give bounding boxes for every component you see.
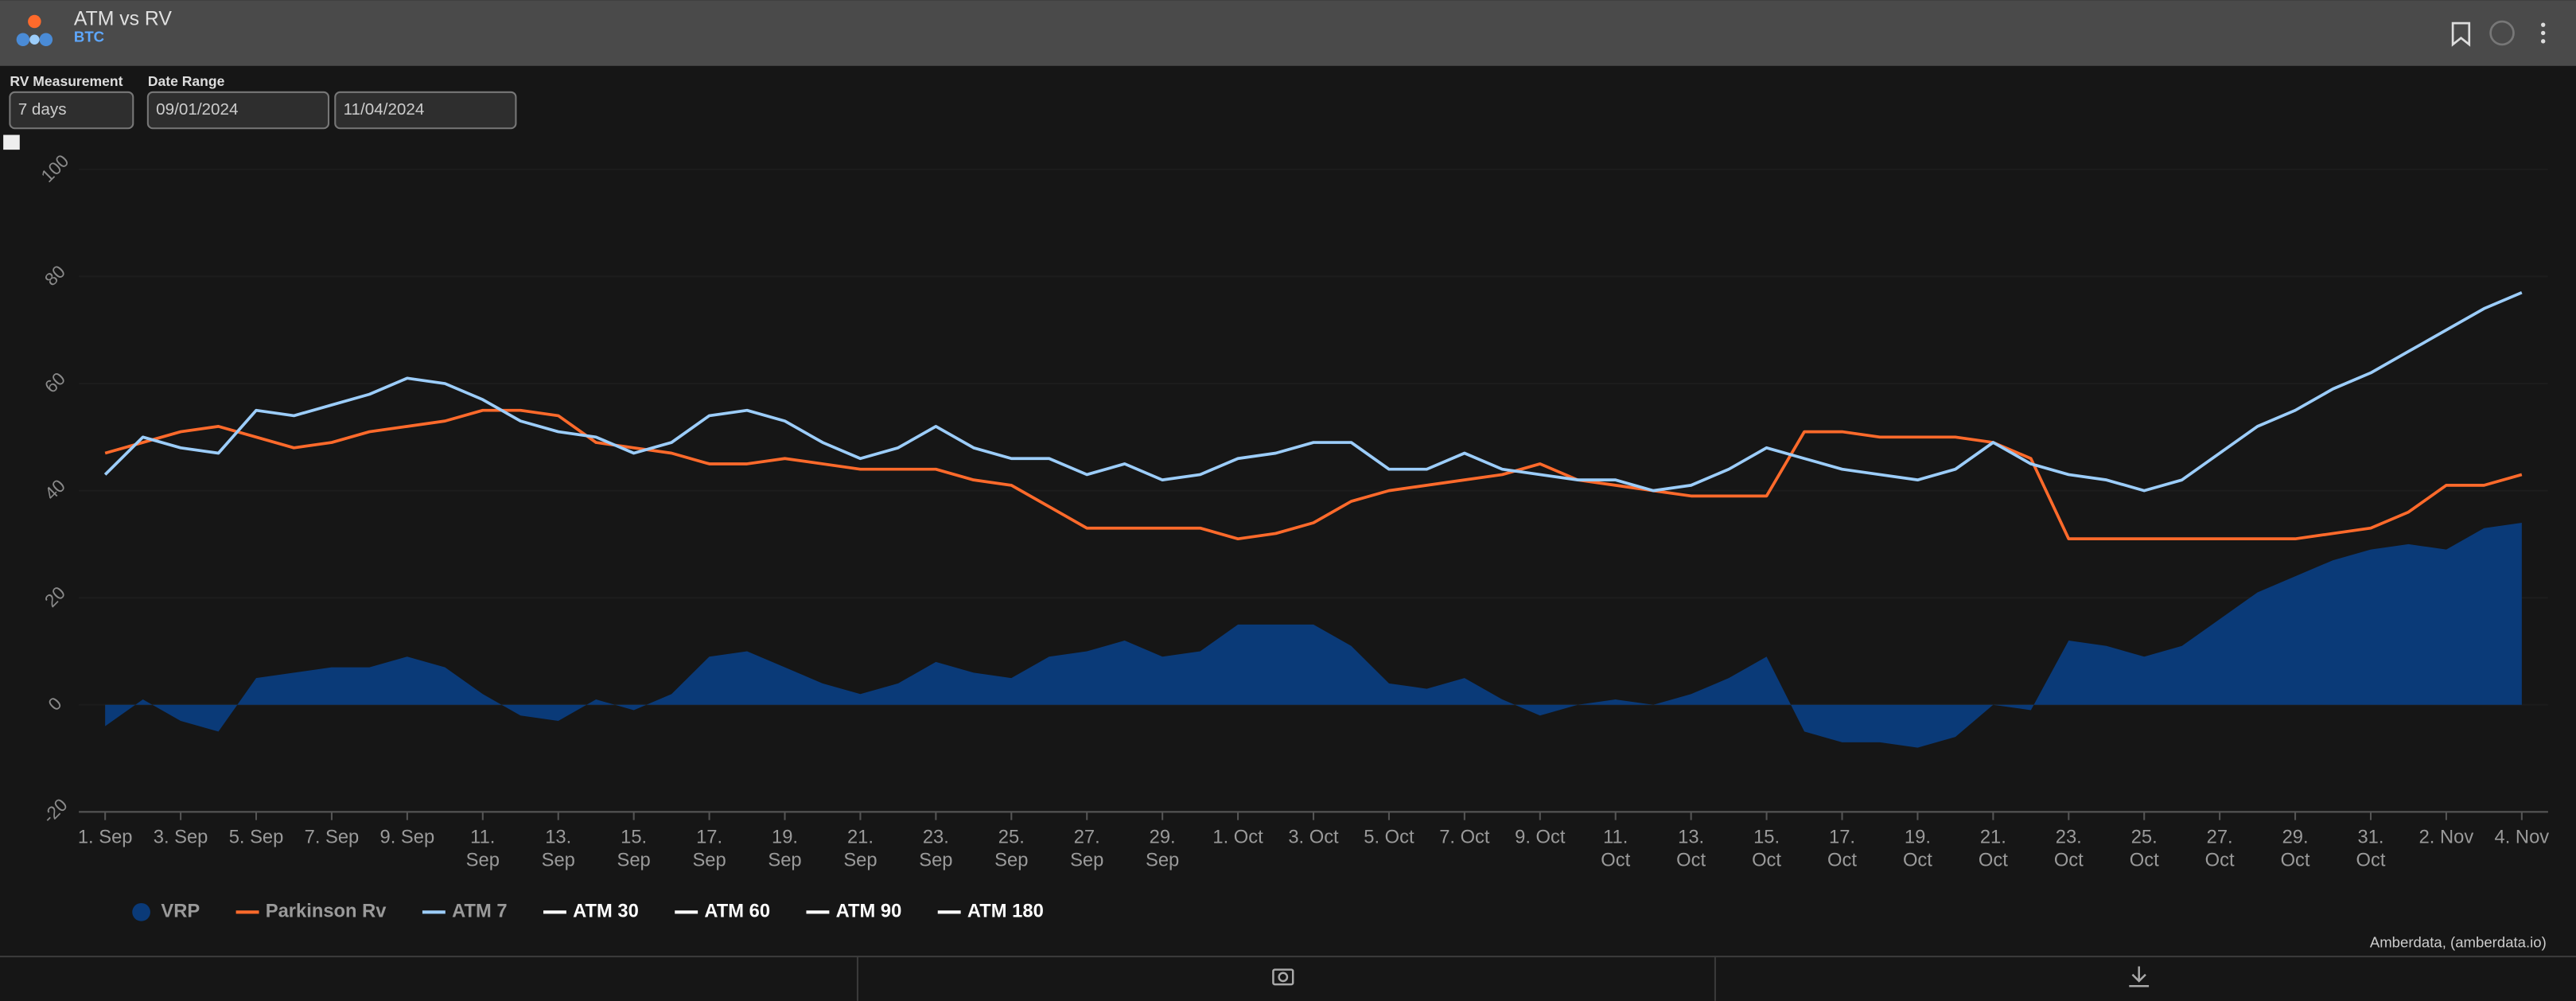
legend-item[interactable]: ATM 90 (806, 902, 901, 922)
x-tick-label: 17. Oct (1827, 828, 1857, 871)
legend-label: Parkinson Rv (266, 902, 387, 922)
menu-icon[interactable] (2541, 22, 2546, 44)
x-tick-label: 4. Nov (2495, 828, 2550, 848)
x-tick-label: 29. Oct (2281, 828, 2310, 871)
x-tick-label: 1. Oct (1212, 828, 1263, 848)
x-tick-label: 3. Sep (154, 828, 208, 848)
x-tick-label: 15. Sep (617, 828, 651, 871)
x-tick-label: 21. Sep (843, 828, 877, 871)
subtitle: BTC (74, 29, 104, 45)
control-label: Date Range (148, 73, 225, 89)
legend-label: ATM 30 (573, 902, 639, 922)
legend-item[interactable]: ATM 7 (422, 902, 508, 922)
info-icon[interactable] (2489, 20, 2515, 46)
start-date-input[interactable] (146, 91, 330, 130)
start-date: 09/01/2024 (156, 100, 238, 119)
x-tick-label: 19. Sep (768, 828, 801, 871)
line (103, 290, 2523, 493)
download-icon[interactable] (2129, 966, 2150, 987)
legend-label: ATM 7 (452, 902, 507, 922)
header-bar (0, 0, 2576, 66)
x-tick-label: 31. Oct (2356, 828, 2386, 871)
legend-item[interactable]: VRP (132, 902, 200, 922)
rv-value: 7 days (18, 100, 67, 119)
x-tick-label: 3. Oct (1288, 828, 1339, 848)
x-tick-label: 1. Sep (78, 828, 133, 848)
logo (16, 14, 53, 47)
legend-label: ATM 180 (967, 902, 1044, 922)
area (105, 522, 2522, 748)
x-tick-label: 7. Oct (1439, 828, 1490, 848)
x-tick-label: 29. Sep (1146, 828, 1179, 871)
x-tick-label: 11. Oct (1601, 828, 1630, 871)
legend-item[interactable]: ATM 30 (543, 902, 639, 922)
x-tick-label: 17. Sep (692, 828, 726, 871)
x-tick-label: 13. Oct (1676, 828, 1706, 871)
x-tick-label: 25. Sep (994, 828, 1028, 871)
x-tick-label: 25. Oct (2130, 828, 2159, 871)
end-date: 11/04/2024 (344, 100, 425, 119)
x-tick-label: 23. Oct (2054, 828, 2084, 871)
legend-item[interactable]: ATM 180 (937, 902, 1044, 922)
camera-icon[interactable] (1272, 968, 1294, 986)
x-tick-label: 11. Sep (466, 828, 500, 871)
line (104, 408, 2523, 541)
x-tick-label: 27. Oct (2205, 828, 2235, 871)
x-tick-label: 9. Sep (380, 828, 435, 848)
legend-item[interactable]: ATM 60 (675, 902, 770, 922)
x-tick-label: 5. Oct (1364, 828, 1414, 848)
legend-label: VRP (161, 902, 200, 922)
x-tick-label: 27. Sep (1070, 828, 1103, 871)
x-tick-label: 19. Oct (1903, 828, 1932, 871)
x-tick-label: 2. Nov (2419, 828, 2474, 848)
legend-marker (132, 902, 150, 921)
expand-button[interactable] (3, 134, 20, 150)
bookmark-icon[interactable] (2451, 21, 2471, 47)
end-date-input[interactable] (334, 91, 517, 130)
legend-item[interactable]: Parkinson Rv (235, 902, 387, 922)
x-tick-label: 5. Sep (229, 828, 284, 848)
x-tick-label: 23. Sep (919, 828, 952, 871)
x-tick-label: 9. Oct (1515, 828, 1566, 848)
control-label: RV Measurement (10, 73, 123, 89)
credit: Amberdata, (amberdata.io) (2370, 933, 2547, 950)
x-tick-label: 21. Oct (1979, 828, 2008, 871)
title: ATM vs RV (74, 9, 172, 30)
legend-label: ATM 90 (836, 902, 902, 922)
x-tick-label: 13. Sep (542, 828, 575, 871)
x-tick-label: 15. Oct (1752, 828, 1781, 871)
rv-select[interactable] (9, 91, 134, 130)
x-tick-label: 7. Sep (305, 828, 360, 848)
legend-label: ATM 60 (704, 902, 770, 922)
